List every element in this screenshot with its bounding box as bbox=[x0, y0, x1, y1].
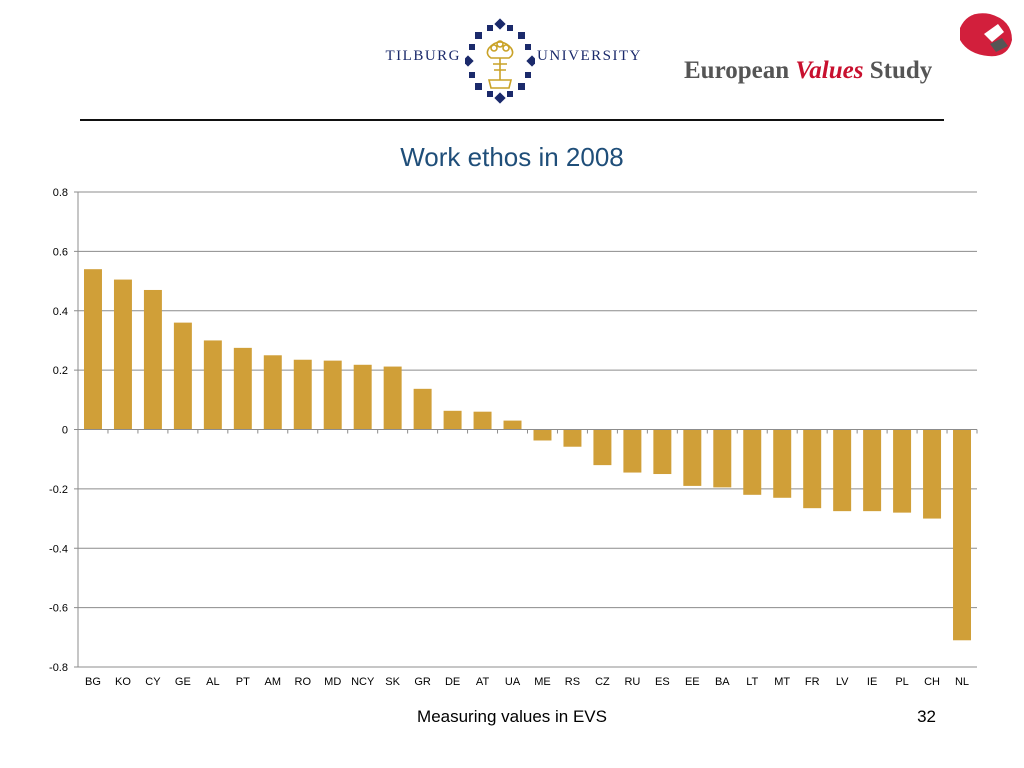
y-tick-label: 0.2 bbox=[53, 365, 68, 377]
x-tick-label: ES bbox=[655, 676, 670, 688]
y-tick-label: -0.4 bbox=[49, 543, 68, 555]
x-tick-label: BA bbox=[715, 676, 730, 688]
x-tick-label: SK bbox=[385, 676, 400, 688]
tilburg-logo-word-left: Tilburg bbox=[385, 48, 461, 64]
y-tick-label: 0.8 bbox=[53, 187, 68, 199]
x-tick-label: AT bbox=[476, 676, 490, 688]
european-values-study-logo: European Values Study bbox=[684, 10, 1014, 90]
bar-de bbox=[443, 410, 462, 430]
axes bbox=[74, 191, 978, 668]
slide-header: Tilburg bbox=[0, 0, 1024, 125]
bar-mt bbox=[773, 429, 792, 498]
bar-cy bbox=[143, 289, 162, 430]
x-tick-label: CH bbox=[924, 676, 940, 688]
header-divider bbox=[80, 119, 944, 121]
bar-lt bbox=[743, 429, 762, 495]
x-tick-label: UA bbox=[505, 676, 521, 688]
x-tick-label: PL bbox=[895, 676, 908, 688]
bar-gr bbox=[413, 388, 432, 430]
evs-word-european: European bbox=[684, 57, 790, 84]
x-tick-labels: BG KO CY GE AL PT AM RO MD NCY SK GR DE AT UA ME RS CZ RU E… bbox=[85, 676, 969, 688]
x-tick-label: GR bbox=[414, 676, 431, 688]
y-tick-label: 0.4 bbox=[53, 306, 68, 318]
evs-mark-icon bbox=[960, 13, 1012, 57]
x-tick-label: ME bbox=[534, 676, 551, 688]
y-tick-label: 0 bbox=[62, 425, 68, 437]
x-tick-label: RO bbox=[295, 676, 312, 688]
x-tick-label: BG bbox=[85, 676, 101, 688]
bar-sk bbox=[383, 366, 402, 430]
chart-title: Work ethos in 2008 bbox=[400, 142, 624, 172]
bar-cz bbox=[593, 429, 612, 466]
bar-pt bbox=[233, 347, 252, 430]
x-tick-label: MT bbox=[774, 676, 790, 688]
bar-ru bbox=[623, 429, 642, 473]
x-tick-label: LT bbox=[746, 676, 758, 688]
bar-ge bbox=[173, 322, 192, 430]
bar-al bbox=[203, 340, 222, 430]
tilburg-university-logo: Tilburg bbox=[385, 18, 641, 104]
bar-ua bbox=[503, 420, 522, 430]
x-tick-label: RS bbox=[565, 676, 580, 688]
bar-es bbox=[653, 429, 672, 475]
bar-nl bbox=[953, 429, 972, 641]
x-tick-label: EE bbox=[685, 676, 700, 688]
page-number: 32 bbox=[917, 707, 936, 726]
x-tick-label: AM bbox=[265, 676, 282, 688]
bar-at bbox=[473, 411, 492, 430]
x-tick-label: MD bbox=[324, 676, 341, 688]
x-tick-label: KO bbox=[115, 676, 131, 688]
bars bbox=[83, 269, 972, 641]
tilburg-logo-word-right: University bbox=[537, 48, 642, 64]
x-tick-label: NCY bbox=[351, 676, 375, 688]
x-tick-label: PT bbox=[236, 676, 250, 688]
y-tick-label: 0.6 bbox=[53, 246, 68, 258]
x-tick-label: AL bbox=[206, 676, 219, 688]
x-tick-label: FR bbox=[805, 676, 820, 688]
x-tick-label: DE bbox=[445, 676, 460, 688]
bar-ncy bbox=[353, 364, 372, 430]
footer-title: Measuring values in EVS bbox=[417, 707, 607, 726]
tilburg-seal-icon bbox=[465, 18, 535, 104]
gridlines bbox=[78, 191, 977, 668]
x-tick-label: RU bbox=[624, 676, 640, 688]
bar-fr bbox=[803, 429, 822, 509]
bar-ro bbox=[293, 359, 312, 430]
evs-logo-text: European Values Study bbox=[684, 57, 932, 85]
y-tick-label: -0.8 bbox=[49, 662, 68, 674]
bar-ch bbox=[923, 429, 942, 519]
x-tick-label: NL bbox=[955, 676, 969, 688]
x-tick-label: GE bbox=[175, 676, 191, 688]
bar-bg bbox=[83, 269, 102, 430]
bar-md bbox=[323, 360, 342, 430]
bar-pl bbox=[893, 429, 912, 513]
y-tick-label: -0.6 bbox=[49, 603, 68, 615]
bar-ba bbox=[713, 429, 732, 488]
x-tick-label: LV bbox=[836, 676, 849, 688]
evs-word-values: Values bbox=[795, 57, 864, 84]
bar-ie bbox=[863, 429, 882, 512]
bar-lv bbox=[833, 429, 852, 512]
bar-ee bbox=[683, 429, 702, 486]
bar-ko bbox=[113, 279, 132, 430]
bar-rs bbox=[563, 429, 582, 447]
y-tick-labels: 0.8 0.6 0.4 0.2 0 -0.2 -0.4 -0.6 -0.8 bbox=[49, 187, 68, 674]
y-tick-label: -0.2 bbox=[49, 484, 68, 496]
bar-me bbox=[533, 429, 552, 441]
evs-word-study: Study bbox=[869, 57, 933, 84]
x-tick-label: CZ bbox=[595, 676, 610, 688]
x-tick-label: CY bbox=[145, 676, 161, 688]
x-tick-label: IE bbox=[867, 676, 877, 688]
bar-am bbox=[263, 355, 282, 430]
